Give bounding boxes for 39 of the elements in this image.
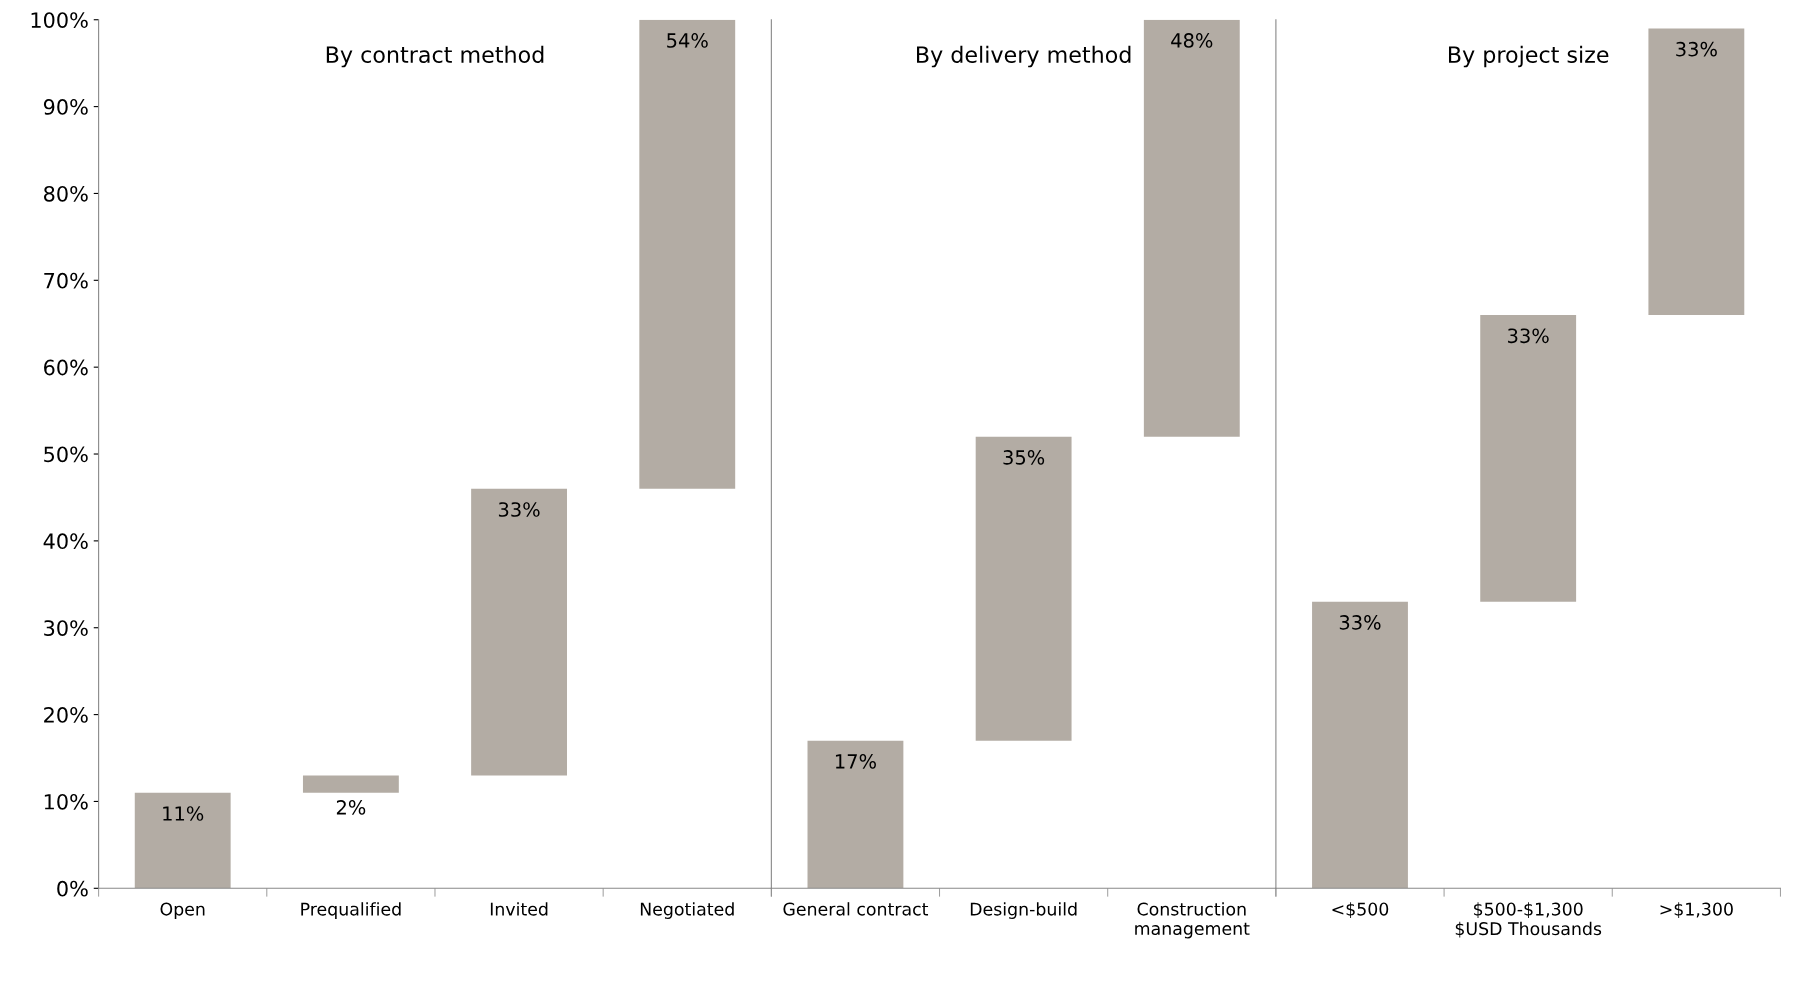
bar (471, 488, 568, 776)
x-tick-label: <$500 (1332, 902, 1389, 918)
x-axis-title: $USD Thousands (1455, 921, 1602, 938)
bar (639, 19, 736, 489)
x-tick-label: Construction management (1135, 902, 1250, 939)
text: By delivery method (917, 45, 1131, 68)
x-tick-label: $500-$1,300 (1474, 902, 1583, 918)
y-tick-label: 80% (44, 185, 88, 202)
data-label: 11% (163, 806, 204, 821)
text: By contract method (326, 45, 544, 68)
data-label: 48% (1171, 33, 1213, 48)
y-tick-label: 100% (31, 12, 88, 28)
y-tick-label: 90% (43, 99, 88, 115)
y-tick-label: 50% (44, 446, 88, 463)
data-label: 33% (1676, 41, 1717, 57)
x-tick-label: General contract (783, 902, 929, 916)
data-label: 2% (336, 800, 366, 815)
data-label: 33% (498, 502, 540, 517)
data-label: 54% (667, 33, 708, 48)
bar (134, 792, 231, 889)
data-label: 17% (835, 754, 876, 769)
text: By project size (1448, 45, 1609, 68)
x-tick-label: Design-build (970, 902, 1077, 919)
x-tick-label: Open (160, 902, 205, 919)
data-label: 35% (1003, 450, 1045, 465)
x-tick-label: Invited (490, 902, 548, 916)
y-tick-label: 40% (43, 533, 88, 550)
x-tick-label: >$1,300 (1660, 902, 1733, 918)
bar (302, 775, 399, 793)
data-label: 33% (1339, 615, 1381, 630)
data-label: 33% (1508, 328, 1549, 344)
y-tick-label: 60% (44, 359, 88, 376)
y-tick-label: 30% (44, 620, 88, 636)
x-tick-label: Prequalified (301, 902, 401, 919)
y-tick-label: 0% (57, 880, 88, 897)
x-tick-label: Negotiated (640, 902, 734, 919)
y-tick-label: 70% (44, 272, 88, 289)
y-tick-label: 10% (44, 793, 88, 810)
y-tick-label: 20% (44, 707, 88, 723)
